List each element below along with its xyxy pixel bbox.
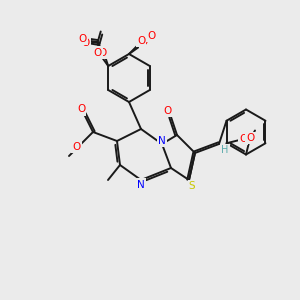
Text: H: H xyxy=(221,145,229,155)
Text: O: O xyxy=(140,37,148,47)
Text: N: N xyxy=(158,136,166,146)
Text: O: O xyxy=(98,47,106,58)
Text: O: O xyxy=(79,34,87,44)
Text: O: O xyxy=(82,38,90,49)
Text: O: O xyxy=(164,106,172,116)
Text: O: O xyxy=(77,104,85,115)
Text: N: N xyxy=(137,179,145,190)
Text: O: O xyxy=(246,133,255,143)
Text: O: O xyxy=(94,47,102,58)
Text: O: O xyxy=(239,134,247,144)
Text: S: S xyxy=(189,181,195,191)
Text: O: O xyxy=(72,142,81,152)
Text: O: O xyxy=(147,31,156,41)
Text: O: O xyxy=(137,35,145,46)
